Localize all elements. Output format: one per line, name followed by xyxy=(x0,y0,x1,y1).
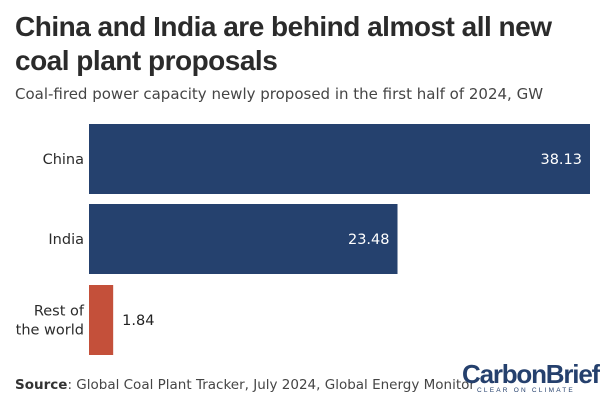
value-label-1: 23.48 xyxy=(348,232,390,248)
source-text: : Global Coal Plant Tracker, July 2024, … xyxy=(67,377,475,393)
source-note: Source: Global Coal Plant Tracker, July … xyxy=(15,377,475,393)
value-label-2: 1.84 xyxy=(122,313,154,329)
chart-title: China and India are behind almost all ne… xyxy=(15,11,552,76)
category-label-1: India xyxy=(48,232,84,248)
brand-tagline: CLEAR ON CLIMATE xyxy=(477,387,575,394)
bar-0 xyxy=(89,124,590,194)
category-label-0: China xyxy=(43,152,84,168)
brand-name: CarbonBrief xyxy=(462,359,600,389)
bar-2 xyxy=(89,285,114,355)
bar-1 xyxy=(89,204,398,274)
chart-subtitle: Coal-fired power capacity newly proposed… xyxy=(15,85,544,103)
category-label-2: Rest of the world xyxy=(16,304,85,339)
value-label-0: 38.13 xyxy=(540,152,582,168)
carbonbrief-logo: CarbonBrief CLEAR ON CLIMATE xyxy=(462,359,600,395)
source-label: Source xyxy=(15,377,68,393)
